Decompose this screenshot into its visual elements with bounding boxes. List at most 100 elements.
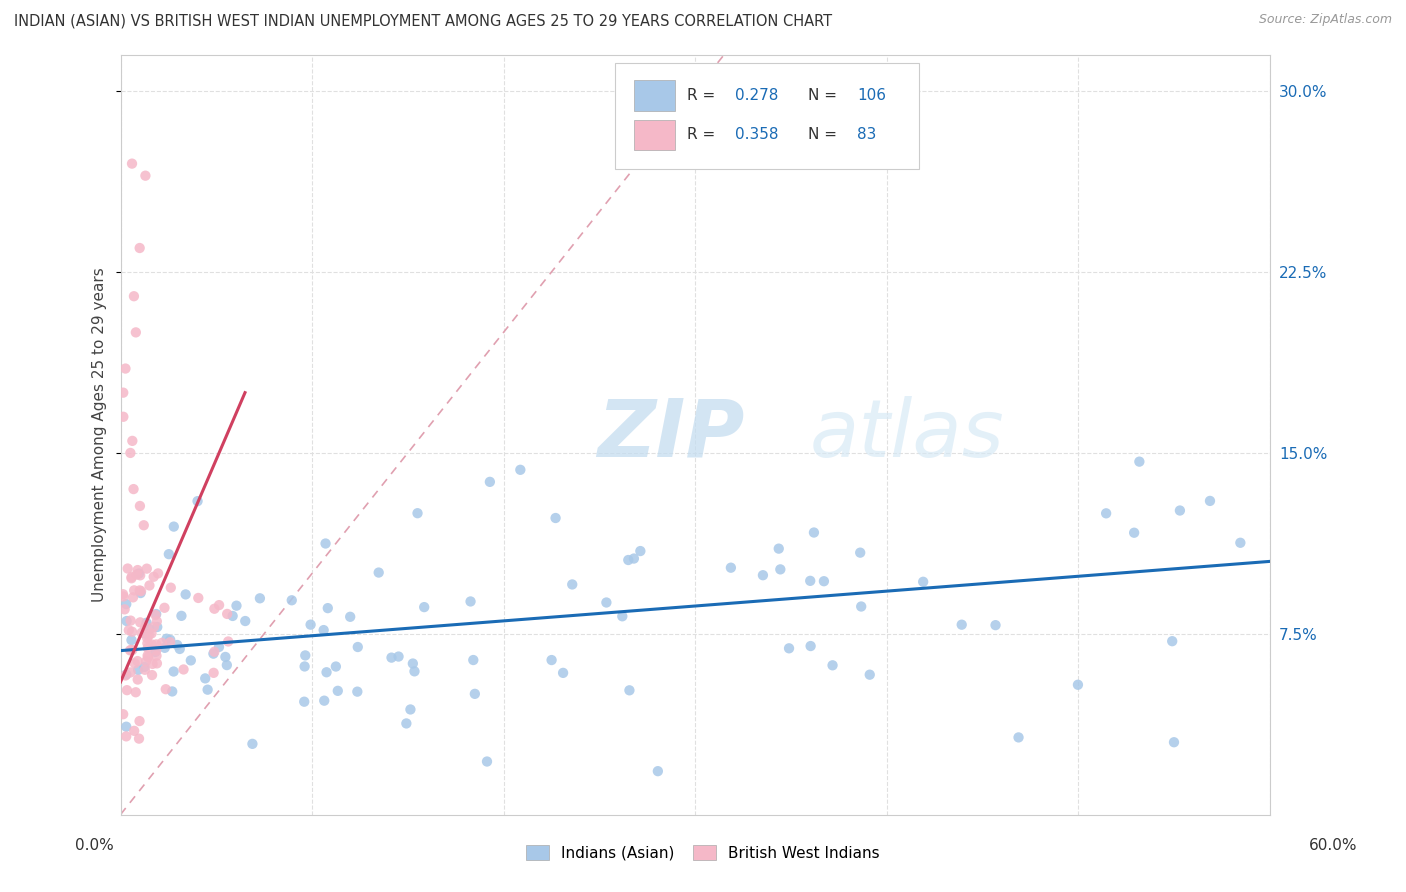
Point	[145, 645, 167, 659]
Point	[129, 584, 152, 599]
Point	[115, 720, 138, 734]
Point	[155, 682, 177, 697]
Point	[859, 667, 882, 681]
Point	[1168, 503, 1191, 517]
Legend: Indians (Asian), British West Indians: Indians (Asian), British West Indians	[519, 837, 887, 868]
Point	[813, 574, 835, 589]
Point	[138, 578, 160, 592]
Point	[509, 463, 531, 477]
Point	[160, 684, 183, 698]
Point	[180, 653, 202, 667]
Point	[292, 695, 315, 709]
Point	[115, 597, 138, 611]
Point	[202, 665, 225, 680]
Point	[142, 620, 165, 634]
Point	[325, 659, 347, 673]
Point	[647, 764, 669, 779]
Point	[128, 714, 150, 728]
Point	[464, 687, 486, 701]
Point	[129, 615, 152, 630]
Text: R =: R =	[688, 128, 720, 143]
Point	[122, 583, 145, 598]
Point	[217, 607, 239, 621]
Point	[146, 566, 169, 581]
Point	[127, 654, 149, 668]
Point	[1161, 634, 1184, 648]
Point	[281, 593, 304, 607]
Point	[121, 624, 143, 639]
Point	[463, 653, 485, 667]
Point	[166, 638, 188, 652]
Point	[851, 599, 873, 614]
Point	[169, 642, 191, 657]
Point	[145, 637, 167, 651]
Point	[128, 731, 150, 746]
Point	[208, 640, 231, 654]
Point	[800, 639, 823, 653]
Point	[131, 625, 153, 640]
Point	[141, 626, 163, 640]
Point	[202, 647, 225, 661]
Point	[395, 716, 418, 731]
Point	[125, 326, 148, 340]
Point	[1067, 678, 1090, 692]
Point	[134, 620, 156, 634]
Point	[145, 608, 167, 623]
Point	[406, 506, 429, 520]
Point	[551, 665, 574, 680]
Point	[115, 667, 138, 681]
Point	[138, 628, 160, 642]
Point	[118, 623, 141, 637]
Point	[202, 601, 225, 615]
Point	[173, 663, 195, 677]
Point	[1199, 494, 1222, 508]
Point	[146, 620, 169, 634]
Text: 60.0%: 60.0%	[1309, 838, 1357, 853]
Point	[387, 649, 409, 664]
Point	[156, 632, 179, 646]
Point	[122, 723, 145, 738]
Point	[127, 563, 149, 577]
Point	[136, 650, 159, 665]
Point	[134, 660, 156, 674]
Point	[125, 685, 148, 699]
Point	[623, 551, 645, 566]
Point	[314, 694, 336, 708]
Point	[129, 586, 152, 600]
Point	[402, 657, 425, 671]
Point	[122, 289, 145, 303]
Point	[132, 518, 155, 533]
Point	[595, 595, 617, 609]
Point	[478, 475, 501, 489]
Point	[114, 668, 136, 682]
Point	[134, 626, 156, 640]
Point	[138, 622, 160, 636]
Point	[135, 654, 157, 668]
Point	[720, 560, 742, 574]
Point	[135, 615, 157, 630]
Point	[170, 608, 193, 623]
Point	[117, 561, 139, 575]
Point	[187, 494, 209, 508]
Point	[215, 658, 238, 673]
Text: N =: N =	[807, 88, 842, 103]
Point	[120, 571, 142, 585]
Point	[114, 361, 136, 376]
Point	[619, 683, 641, 698]
Point	[214, 649, 236, 664]
Point	[112, 385, 135, 400]
Point	[1123, 525, 1146, 540]
Point	[315, 665, 337, 680]
Point	[1163, 735, 1185, 749]
Text: 0.358: 0.358	[735, 128, 779, 143]
Text: 0.278: 0.278	[735, 88, 779, 103]
Point	[114, 602, 136, 616]
Point	[778, 641, 800, 656]
Text: Source: ZipAtlas.com: Source: ZipAtlas.com	[1258, 13, 1392, 27]
Point	[150, 636, 173, 650]
Point	[153, 640, 176, 655]
Point	[460, 594, 482, 608]
FancyBboxPatch shape	[614, 62, 920, 169]
Point	[339, 609, 361, 624]
Point	[115, 730, 138, 744]
